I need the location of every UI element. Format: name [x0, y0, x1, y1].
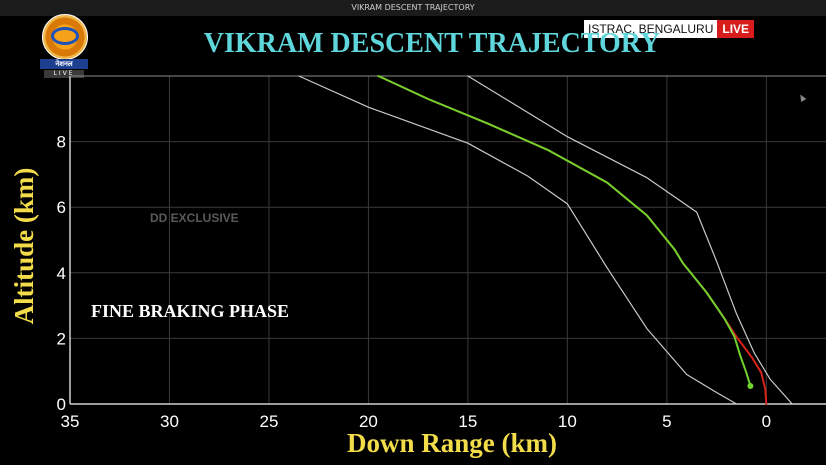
current-position-marker — [747, 382, 754, 389]
window-title: VIKRAM DESCENT TRAJECTORY — [351, 3, 475, 12]
x-tick-label: 30 — [160, 412, 179, 431]
x-tick-label: 5 — [662, 412, 671, 431]
location-strip: ISTRAC, BENGALURU LIVE — [584, 20, 755, 38]
x-tick-label: 15 — [458, 412, 477, 431]
dd-logo-icon — [42, 14, 88, 60]
channel-logo: नेशनल LIVE — [40, 14, 88, 78]
trajectory-series-3 — [377, 75, 752, 387]
channel-live-tag: LIVE — [44, 70, 84, 78]
x-axis-label: Down Range (km) — [347, 428, 557, 458]
y-tick-label: 8 — [57, 133, 66, 152]
fine-braking-phase-annotation: FINE BRAKING PHASE — [91, 301, 289, 321]
x-tick-label: 35 — [61, 412, 80, 431]
dd-exclusive-annotation: DD EXCLUSIVE — [150, 211, 239, 225]
trajectory-series-0 — [298, 75, 738, 405]
location-label: ISTRAC, BENGALURU — [584, 20, 718, 38]
window-title-bar: VIKRAM DESCENT TRAJECTORY — [0, 0, 826, 16]
chart-axes — [69, 75, 826, 405]
chart-series — [298, 75, 793, 405]
x-tick-label: 0 — [762, 412, 771, 431]
x-tick-label: 20 — [359, 412, 378, 431]
channel-name: नेशनल — [40, 59, 88, 69]
live-badge: LIVE — [717, 20, 755, 38]
x-tick-label: 25 — [259, 412, 278, 431]
chart-title: VIKRAM DESCENT TRAJECTORY — [204, 28, 660, 59]
chart-grid — [69, 76, 826, 405]
trajectory-series-1 — [467, 75, 793, 405]
x-tick-label: 10 — [558, 412, 577, 431]
y-tick-label: 2 — [57, 329, 66, 348]
chart-ticks: 35 30 25 20 15 10 5 0 0 2 4 6 8 — [57, 133, 772, 431]
y-tick-label: 6 — [57, 198, 66, 217]
y-axis-label: Altitude (km) — [9, 168, 39, 325]
y-tick-label: 4 — [57, 264, 66, 283]
y-tick-label: 0 — [57, 395, 66, 414]
